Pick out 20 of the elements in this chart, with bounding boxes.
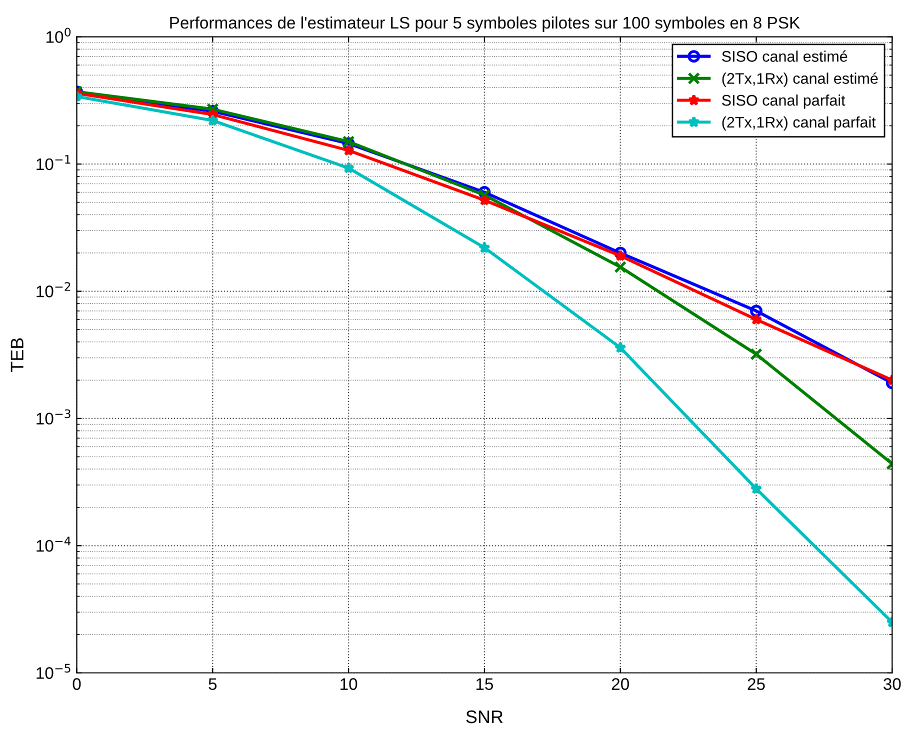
x-tick-label: 15 [476, 678, 494, 690]
y-tick-label: 10$^{−5}$ [36, 664, 70, 679]
y-tick-label: 10$^{−3}$ [36, 409, 70, 425]
y-tick-label: 10$^{−1}$ [36, 155, 70, 170]
x-tick-label: 20 [612, 678, 629, 690]
x-tick-label: 10 [340, 678, 358, 690]
x-tick-label: 30 [884, 678, 901, 690]
y-axis-title: TEB [10, 338, 24, 372]
y-tick-label: 10$^{0}$ [46, 28, 71, 43]
legend-label: SISO canal estimé [722, 50, 848, 62]
x-axis-title: SNR [466, 710, 503, 724]
x-tick-label: 0 [72, 678, 81, 690]
legend-label: (2Tx,1Rx) canal estimé [722, 72, 878, 87]
y-tick-label: 10$^{−2}$ [36, 282, 70, 298]
x-tick-label: 25 [748, 678, 765, 690]
chart-title: Performances de l'estimateur LS pour 5 symboles pilotes sur 100 symboles en 8 PSK [170, 16, 800, 32]
x-tick-label: 5 [208, 678, 217, 690]
legend-label: SISO canal parfait [722, 94, 846, 109]
legend-label: (2Tx,1Rx) canal parfait [722, 116, 876, 131]
y-tick-label: 10$^{−4}$ [36, 536, 71, 552]
